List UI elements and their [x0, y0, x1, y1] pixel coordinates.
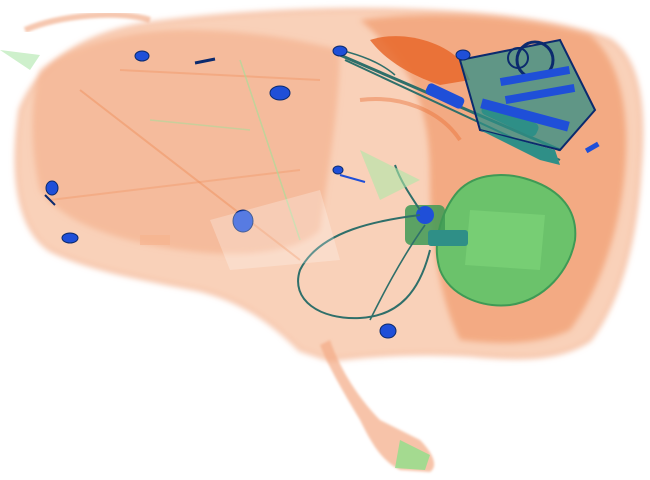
- metal-rivets: [44, 45, 471, 339]
- organic-fill-layer: [140, 150, 420, 270]
- bottom-strap: [320, 340, 435, 472]
- tool-kit: [458, 38, 600, 165]
- green-container: [405, 174, 577, 307]
